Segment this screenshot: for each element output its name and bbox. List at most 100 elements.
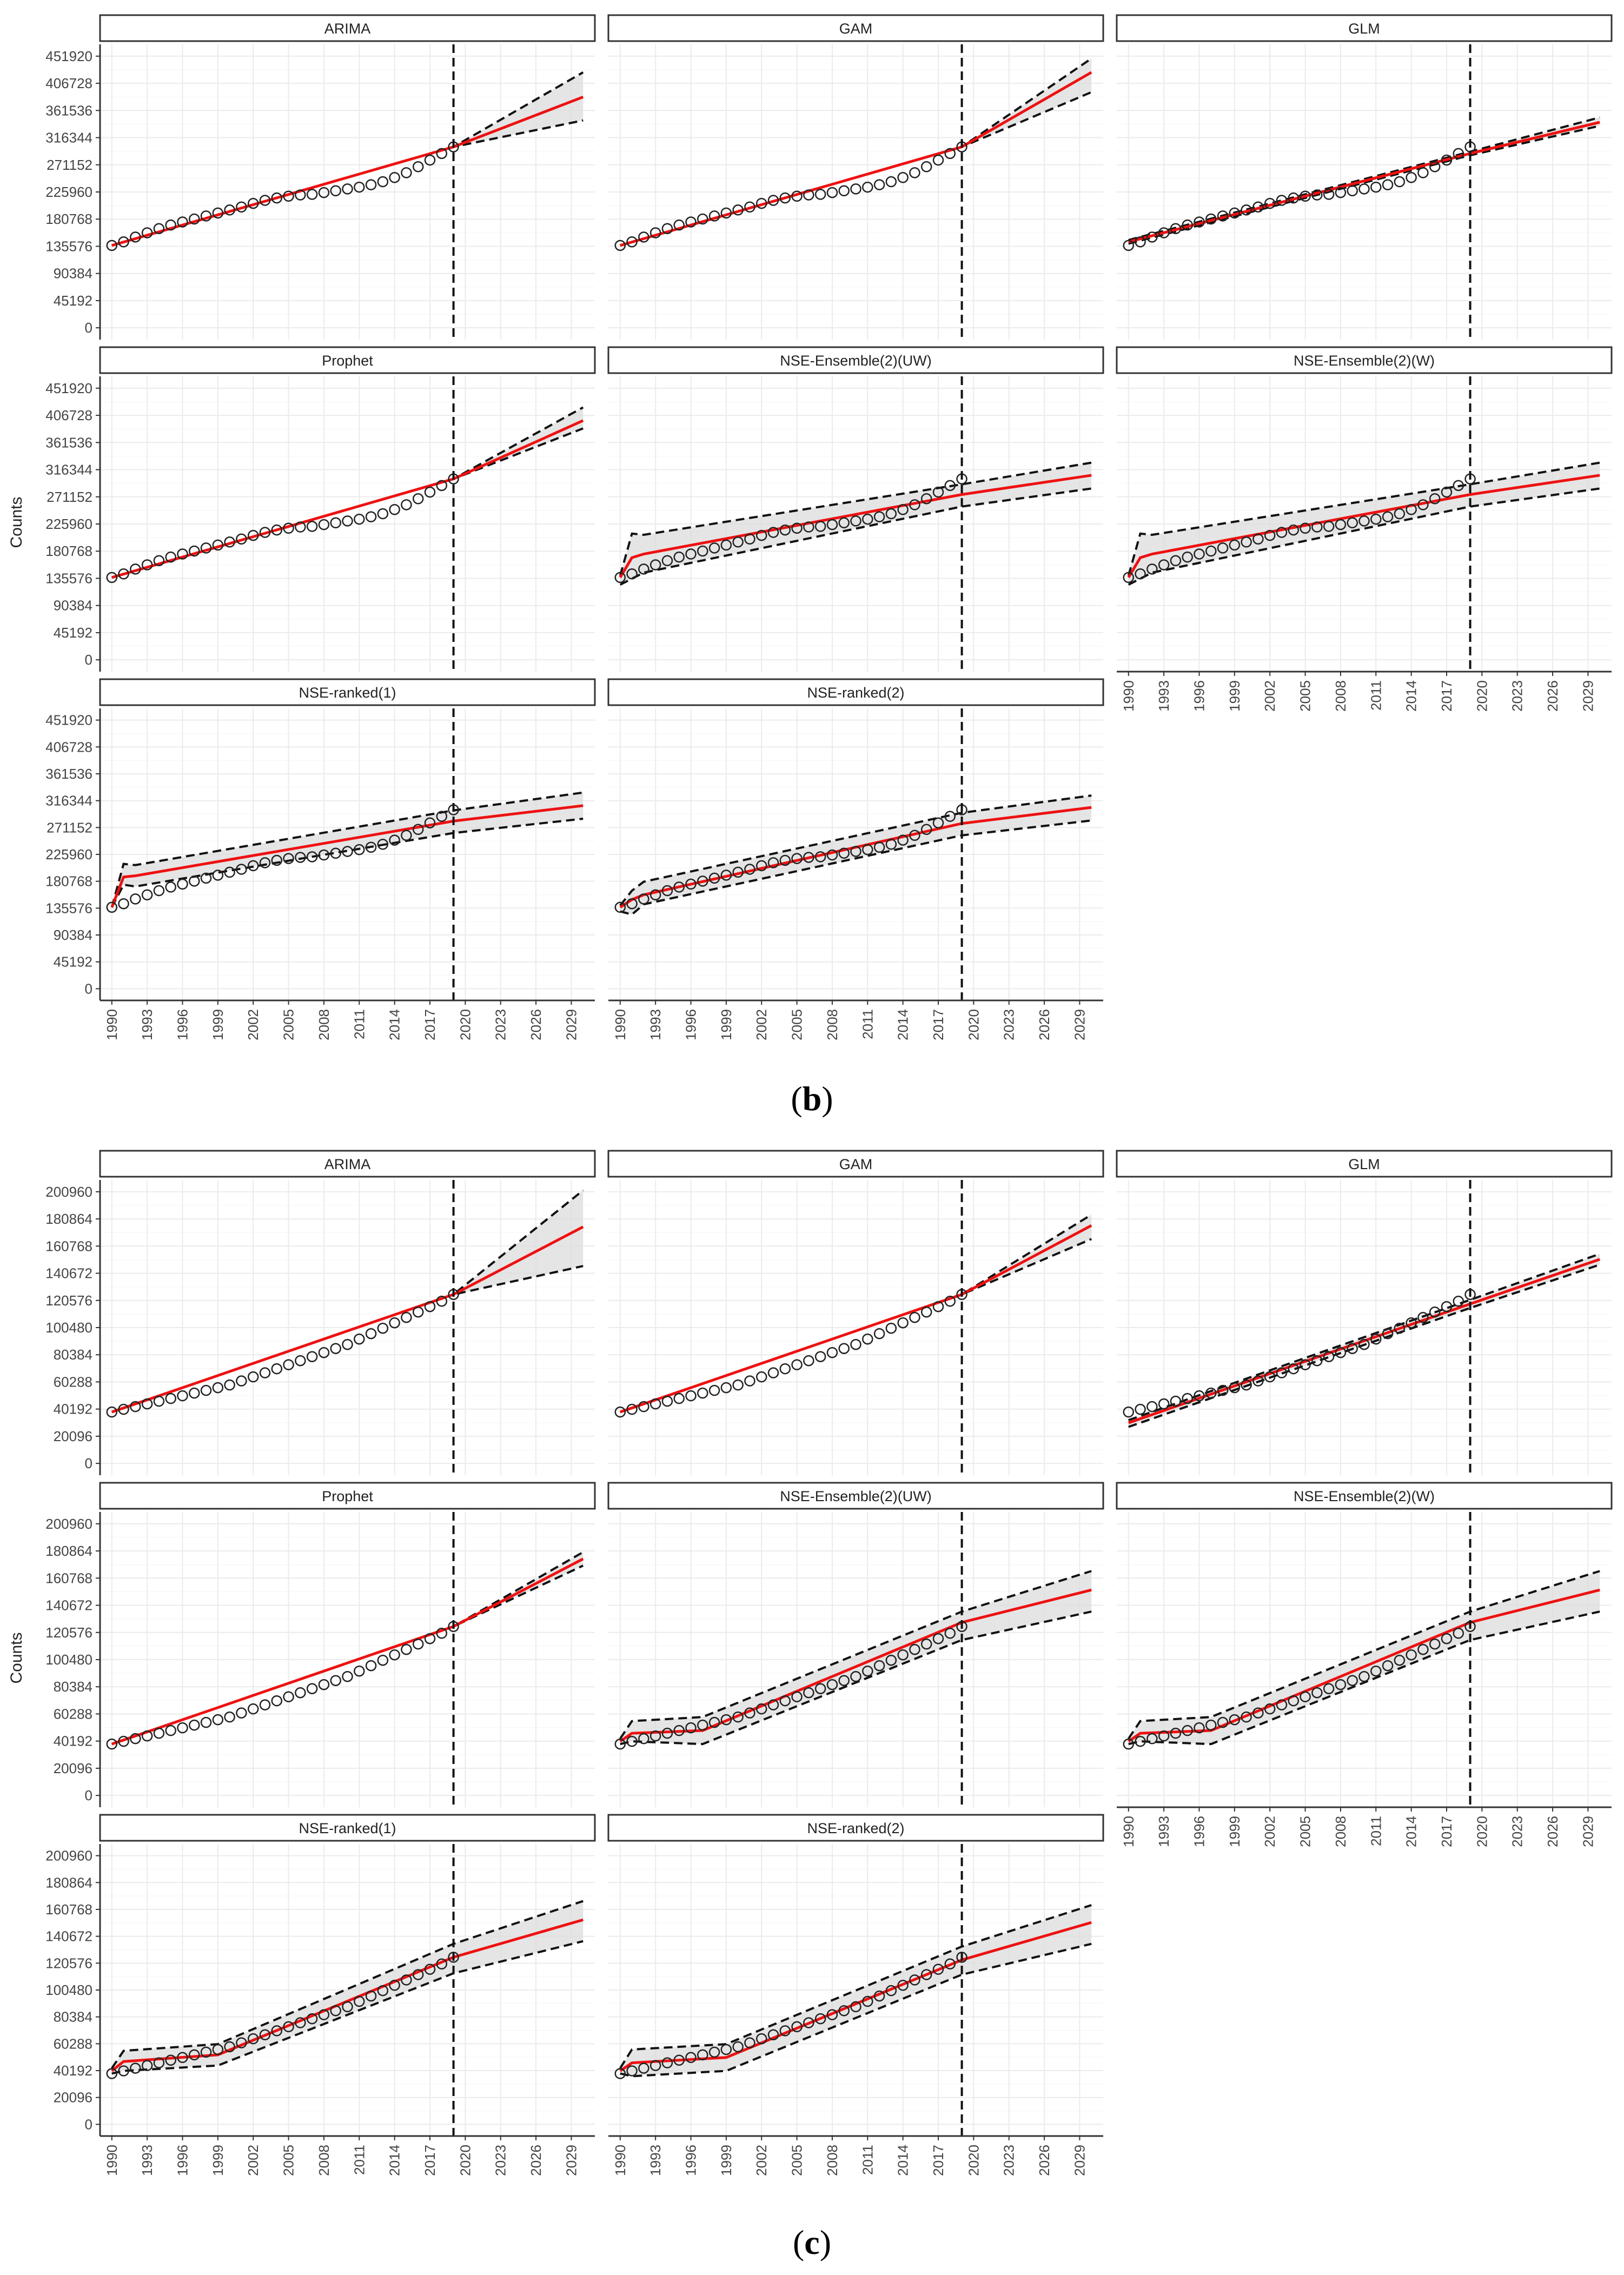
observed-point <box>673 1392 685 1404</box>
x-tick-label: 2005 <box>1297 680 1314 712</box>
observed-point <box>318 187 330 198</box>
upper-bound-line <box>110 791 584 908</box>
observed-point <box>1358 183 1370 195</box>
panel-1-2: GLM <box>1116 1150 1613 1475</box>
observed-point <box>649 1730 661 1742</box>
observed-point <box>1370 513 1382 525</box>
x-tick-label: 2026 <box>1545 680 1561 712</box>
observed-point <box>1453 480 1464 492</box>
observed-point <box>614 901 626 913</box>
observed-point <box>814 1351 826 1362</box>
observed-point <box>1182 1725 1193 1736</box>
x-tick-label: 2008 <box>824 2145 840 2176</box>
confidence-band <box>620 1905 1092 2077</box>
observed-point <box>189 1387 200 1399</box>
observed-point <box>885 508 897 520</box>
observed-point <box>247 197 259 209</box>
observed-point <box>271 2025 283 2037</box>
observed-point <box>1241 1711 1252 1723</box>
observed-point <box>1194 1390 1205 1402</box>
observed-point <box>1394 1322 1406 1334</box>
lower-bound-line <box>620 1610 1092 1746</box>
observed-point <box>626 568 638 580</box>
y-tick-label: 20096 <box>54 1760 92 1776</box>
x-tick-label: 2026 <box>1545 1816 1561 1847</box>
observed-point <box>224 2041 235 2053</box>
caption-b-label: b <box>802 1079 822 1118</box>
observed-point <box>873 511 885 522</box>
observed-point <box>365 841 377 853</box>
panel-strip <box>607 1482 1104 1510</box>
observed-point <box>1182 1392 1193 1404</box>
observed-point <box>803 1355 814 1367</box>
observed-point <box>697 1719 708 1731</box>
panel-strip <box>99 1482 596 1510</box>
panel-0-5: NSE-Ensemble(2)(W) 1990 1993 1996 1999 2002 20… <box>1116 346 1613 712</box>
x-tick-label: 2023 <box>1001 1009 1017 1040</box>
observed-point <box>141 889 153 900</box>
observed-point <box>1252 1375 1264 1387</box>
observed-point <box>1417 1643 1429 1655</box>
observed-point <box>389 1649 400 1661</box>
panel-title: NSE-Ensemble(2)(W) <box>1294 353 1435 369</box>
observed-point <box>638 2062 649 2074</box>
observed-point <box>744 1375 755 1387</box>
observed-point <box>342 1670 353 1682</box>
x-tick-label: 1996 <box>683 1009 699 1040</box>
observed-point <box>365 1660 377 1672</box>
observed-point <box>177 1722 188 1734</box>
observed-point <box>189 545 200 557</box>
observed-point <box>412 161 424 173</box>
observed-point <box>295 189 306 201</box>
y-tick-label: 271152 <box>47 489 92 505</box>
panel-title: NSE-Ensemble(2)(UW) <box>780 353 932 369</box>
observed-point <box>306 521 318 532</box>
upper-bound-line <box>1127 461 1600 576</box>
observed-point <box>1170 1727 1182 1739</box>
observed-point <box>424 1301 436 1312</box>
observed-point <box>755 1371 767 1383</box>
observed-point <box>732 1711 744 1723</box>
panel-strip <box>99 1150 596 1178</box>
observed-point <box>909 830 920 841</box>
observed-point <box>708 1716 720 1728</box>
observed-point <box>1182 219 1193 231</box>
observed-point <box>1382 179 1394 190</box>
x-tick-label: 1996 <box>175 2145 191 2176</box>
observed-point <box>685 1390 697 1402</box>
y-tick-label: 406728 <box>45 739 92 755</box>
panel-strip <box>1116 14 1613 42</box>
observed-point <box>141 1398 153 1410</box>
y-tick-label: 140672 <box>45 1928 92 1945</box>
panel-strip <box>99 678 596 706</box>
observed-point <box>318 1347 330 1358</box>
y-tick-label: 225960 <box>45 516 92 532</box>
observed-point <box>1288 192 1300 204</box>
x-tick-label: 2002 <box>245 2145 261 2176</box>
observed-point <box>177 878 188 890</box>
observed-point <box>1135 1403 1146 1415</box>
observed-point <box>1182 551 1193 563</box>
observed-point <box>212 207 224 219</box>
observed-point <box>944 1958 956 1969</box>
x-tick-label: 2011 <box>351 2145 367 2175</box>
observed-point <box>638 563 649 575</box>
lower-bound-line <box>1128 487 1600 586</box>
lower-bound-line <box>1128 1610 1600 1746</box>
x-tick-label: 1996 <box>1191 1816 1208 1847</box>
observed-point <box>306 1683 318 1694</box>
x-tick-label: 2026 <box>1036 2145 1052 2176</box>
panel-title: NSE-ranked(2) <box>807 685 904 701</box>
observed-point <box>283 522 294 534</box>
observed-point <box>897 1649 909 1661</box>
x-tick-label: 2017 <box>930 2145 946 2176</box>
y-tick-label: 200960 <box>45 1184 92 1200</box>
x-tick-label: 1999 <box>1227 1816 1243 1847</box>
observed-point <box>614 1406 626 1418</box>
x-tick-label: 2014 <box>387 2145 403 2176</box>
panel-0-3: Prophet 0 45192 90384 135576 180768 225960 2711… <box>45 346 596 672</box>
observed-point <box>1335 519 1347 530</box>
panel-title: GLM <box>1348 1156 1380 1172</box>
observed-point <box>1394 1654 1406 1666</box>
y-tick-label: 406728 <box>45 75 92 91</box>
